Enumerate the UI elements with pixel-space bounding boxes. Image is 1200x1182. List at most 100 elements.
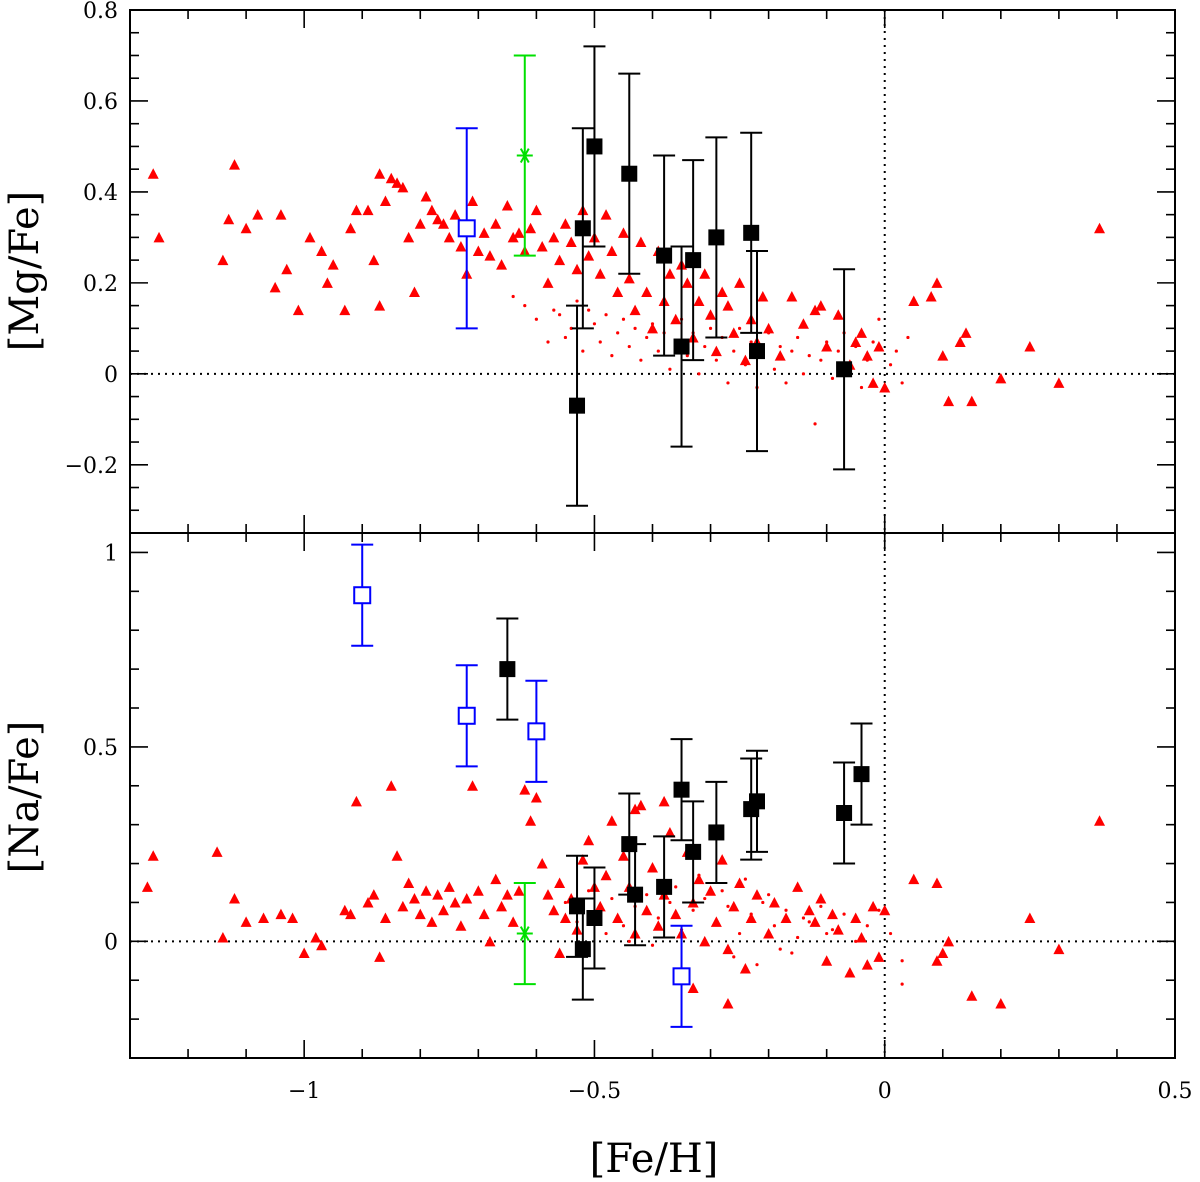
triangle-point	[432, 213, 444, 225]
triangle-point	[554, 877, 566, 888]
triangle-point	[408, 893, 420, 904]
dot-point	[796, 935, 800, 940]
triangle-point	[861, 959, 873, 970]
triangle-point	[647, 861, 658, 873]
dot-point	[558, 313, 562, 317]
dot-point	[871, 340, 875, 344]
dot-point	[627, 344, 631, 349]
triangle-point	[240, 916, 252, 927]
triangle-point	[252, 209, 264, 220]
dot-point	[534, 317, 538, 321]
triangle-point	[629, 304, 641, 316]
mg-fe-panel: −0.2 0 0.2 0.4 0.6 0.8	[65, 0, 1176, 534]
dot-point	[633, 326, 637, 330]
triangle-point	[316, 939, 328, 951]
triangle-point	[287, 912, 299, 923]
triangle-point	[420, 190, 432, 202]
triangle-point	[705, 885, 717, 896]
triangle-point	[647, 322, 658, 334]
triangle-point	[606, 815, 618, 826]
filled-square-point	[569, 397, 586, 414]
dot-point	[645, 893, 649, 897]
triangle-point	[443, 881, 455, 892]
triangle-point	[368, 889, 380, 900]
triangle-point	[612, 286, 624, 297]
y-tick-label: 0.6	[83, 90, 118, 115]
filled-square-point	[673, 781, 690, 798]
triangle-point	[966, 990, 978, 1001]
filled-square-point	[656, 247, 673, 264]
dot-point	[865, 358, 869, 362]
triangle-point	[583, 250, 595, 261]
triangle-point	[269, 281, 281, 293]
triangle-point	[321, 277, 333, 288]
triangle-point	[530, 204, 542, 216]
dot-point	[639, 358, 643, 362]
triangle-point	[612, 912, 624, 923]
dot-point	[691, 908, 695, 912]
triangle-point	[542, 277, 554, 288]
na-fe-panel: 00.51	[83, 532, 1176, 1059]
triangle-point	[141, 881, 153, 892]
dot-point	[807, 920, 811, 924]
triangle-point	[426, 916, 438, 927]
filled-square-point	[586, 910, 603, 926]
dot-point	[825, 340, 829, 344]
triangle-point	[693, 295, 705, 307]
x-tick-label: 0.5	[1158, 1079, 1193, 1104]
triangle-point	[687, 982, 699, 993]
dot-point	[737, 931, 742, 936]
triangle-point	[438, 904, 449, 916]
triangle-point	[751, 889, 763, 900]
triangle-point	[379, 912, 391, 923]
y-tick-label: −0.2	[65, 454, 118, 479]
dot-point	[900, 982, 904, 986]
triangle-point	[734, 277, 746, 288]
dot-point	[859, 385, 864, 390]
triangle-point	[403, 231, 415, 243]
dot-point	[714, 920, 718, 924]
triangle-point	[873, 341, 885, 352]
triangle-point	[455, 240, 467, 252]
star-stroke	[519, 148, 530, 163]
dot-point	[587, 889, 591, 893]
dot-point	[732, 349, 736, 353]
y-tick-label: 0.5	[83, 736, 118, 761]
triangle-point	[809, 304, 821, 316]
triangle-point	[728, 327, 740, 338]
triangle-point	[339, 904, 351, 916]
triangle-point	[490, 873, 502, 885]
dot-point	[575, 299, 579, 303]
dot-point	[668, 900, 672, 905]
dot-point	[825, 931, 829, 936]
triangle-point	[768, 896, 780, 908]
filled-square-point	[627, 886, 644, 903]
triangle-point	[815, 300, 827, 311]
dot-point	[854, 939, 858, 943]
triangle-point	[583, 834, 595, 846]
dot-point	[703, 344, 707, 349]
dot-point	[767, 893, 771, 897]
triangle-point	[362, 204, 374, 216]
dot-point	[888, 931, 893, 936]
triangle-point	[728, 900, 740, 912]
triangle-point	[931, 277, 943, 288]
x-tick-label: 0	[878, 1079, 892, 1104]
triangle-point	[379, 195, 391, 207]
dot-point	[900, 959, 904, 963]
triangle-point	[472, 245, 484, 257]
dot-point	[732, 955, 736, 959]
triangle-point	[780, 912, 792, 923]
dot-point	[842, 912, 846, 916]
star-stroke	[519, 926, 530, 941]
triangle-point	[722, 943, 734, 955]
triangle-point	[966, 395, 978, 407]
triangle-point	[763, 322, 775, 334]
dot-point	[703, 896, 707, 901]
triangle-point	[501, 200, 513, 211]
panel-frame	[129, 532, 1176, 1059]
triangle-point	[362, 896, 374, 908]
triangle-point	[467, 195, 479, 207]
triangle-point	[652, 920, 664, 931]
y-tick-label: 0.2	[83, 272, 118, 297]
